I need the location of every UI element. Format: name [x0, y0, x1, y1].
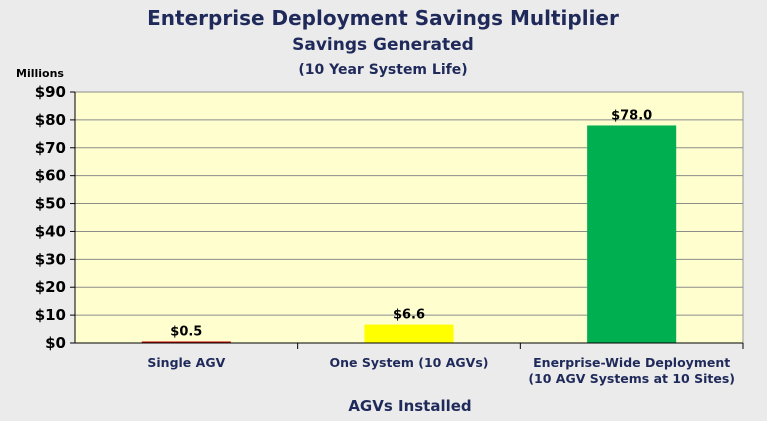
bar-value-label: $78.0 — [611, 108, 652, 123]
y-tick-label: $0 — [45, 334, 66, 352]
x-tick-label: Enerprise-Wide Deployment — [533, 355, 730, 370]
y-tick-label: $20 — [35, 278, 66, 296]
y-tick-label: $60 — [35, 167, 66, 185]
y-units-label: Millions — [16, 67, 64, 80]
y-tick-label: $80 — [35, 111, 66, 129]
x-tick-label: Single AGV — [147, 355, 225, 370]
bar — [587, 125, 677, 343]
y-axis-ticks: $0 $10 $20 $30 $40 $50 $60 $70 $80 $90 — [35, 83, 75, 352]
bar — [364, 324, 454, 343]
y-tick-label: $40 — [35, 222, 66, 240]
bar-labels: $0.5 $6.6 $78.0 — [170, 108, 652, 339]
chart-subtitle: Savings Generated — [292, 35, 474, 55]
x-tick-label: (10 AGV Systems at 10 Sites) — [528, 371, 735, 386]
x-tick-label: One System (10 AGVs) — [330, 355, 489, 370]
y-tick-label: $30 — [35, 250, 66, 268]
y-tick-label: $90 — [35, 83, 66, 101]
x-axis-ticks: Single AGV One System (10 AGVs) Enerprise-… — [147, 343, 744, 386]
chart-title: Enterprise Deployment Savings Multiplier — [147, 6, 619, 30]
y-tick-label: $70 — [35, 139, 66, 157]
x-axis-title: AGVs Installed — [348, 397, 471, 415]
bars — [141, 125, 677, 343]
y-tick-label: $10 — [35, 306, 66, 324]
bar — [141, 341, 231, 343]
bar-value-label: $0.5 — [170, 325, 202, 340]
chart-subtitle-2: (10 Year System Life) — [298, 62, 467, 78]
y-tick-label: $50 — [35, 195, 66, 213]
bar-value-label: $6.6 — [393, 308, 425, 323]
